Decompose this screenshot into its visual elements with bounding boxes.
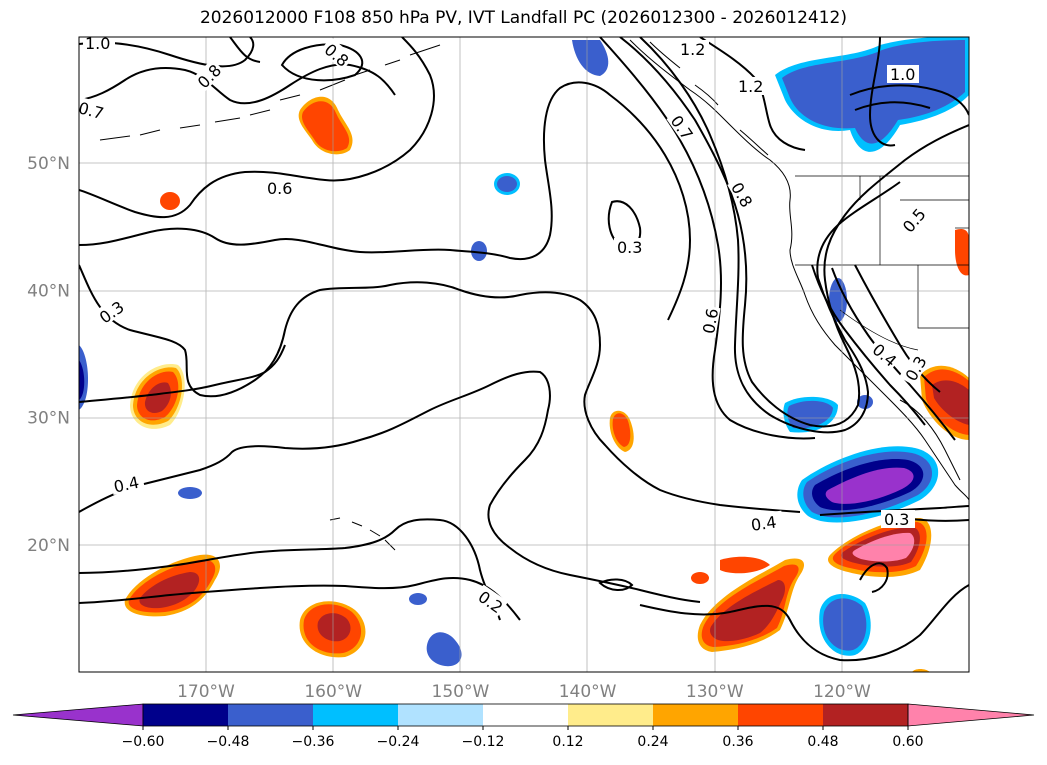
- svg-text:1.2: 1.2: [738, 77, 763, 96]
- latitude-tick-label: 50°N: [27, 154, 70, 174]
- colorbar-segment: [823, 704, 908, 726]
- contour-label: 0.3: [614, 238, 648, 257]
- positive-blob-sw: [124, 554, 220, 617]
- colorbar-segment: [228, 704, 313, 726]
- colorbar-extend-low: [12, 703, 144, 727]
- negative-blob-strong: [797, 446, 939, 523]
- latitude-tick-label: 30°N: [27, 409, 70, 429]
- colorbar-tick-label: 0.12: [552, 734, 583, 750]
- svg-text:0.3: 0.3: [617, 238, 642, 257]
- latitude-tick-label: 20°N: [27, 536, 70, 556]
- negative-blob: [178, 487, 202, 499]
- svg-text:1.0: 1.0: [85, 34, 110, 53]
- positive-blob: [691, 572, 709, 584]
- positive-blob: [160, 192, 180, 210]
- svg-text:1.2: 1.2: [680, 40, 705, 59]
- svg-text:0.6: 0.6: [699, 307, 722, 335]
- longitude-tick-label: 170°W: [177, 682, 235, 702]
- svg-text:0.4: 0.4: [750, 513, 778, 535]
- colorbar-extend-high: [907, 703, 1035, 727]
- colorbar-segment: [483, 704, 568, 726]
- contour-label: 0.6: [697, 305, 722, 338]
- colorbar-tick-label: −0.24: [377, 734, 420, 750]
- colorbar-segment: [568, 704, 653, 726]
- pv-shading: [79, 37, 969, 672]
- political-borders: [795, 175, 969, 351]
- colorbar-tick-label: −0.12: [462, 734, 505, 750]
- colorbar-segment: [398, 704, 483, 726]
- colorbar-frame: [142, 703, 909, 727]
- contour-label: 1.2: [735, 77, 767, 96]
- svg-text:0.6: 0.6: [267, 179, 292, 198]
- colorbar-tick-label: 0.36: [722, 734, 753, 750]
- colorbar-segment: [653, 704, 738, 726]
- longitude-tick-label: 150°W: [432, 682, 490, 702]
- contour-label: 1.0: [887, 65, 919, 84]
- pv-contours: [79, 37, 969, 662]
- svg-text:0.4: 0.4: [112, 473, 141, 497]
- map-title: 2026012000 F108 850 hPa PV, IVT Landfall…: [199, 8, 847, 28]
- contour-labels: 1.0 0.8 0.8 0.7 1.2 1.2 1.0 0.7 0.6 0.8 …: [79, 34, 931, 617]
- contour-label: 0.4: [747, 510, 784, 535]
- colorbar-tick-label: −0.36: [292, 734, 335, 750]
- map-frame: [78, 36, 970, 673]
- contour-label: 0.4: [109, 470, 145, 497]
- positive-blob: [720, 556, 770, 574]
- svg-text:0.3: 0.3: [884, 510, 909, 529]
- latitude-tick-label: 40°N: [27, 281, 70, 301]
- contour-label: 1.0: [83, 34, 115, 53]
- negative-blob: [426, 632, 462, 667]
- colorbar-tick-label: 0.60: [892, 734, 923, 750]
- contour-label: 0.3: [881, 510, 915, 529]
- contour-label: 1.2: [677, 40, 709, 59]
- positive-blob-south: [697, 558, 805, 652]
- colorbar-tick-label: −0.48: [207, 734, 250, 750]
- colorbar: −0.60 −0.48 −0.36 −0.24 −0.12 0.12 0.24 0.36 0.4…: [12, 703, 1035, 750]
- svg-text:1.0: 1.0: [890, 65, 915, 84]
- longitude-tick-label: 120°W: [813, 682, 871, 702]
- negative-blob: [409, 593, 427, 605]
- positive-blob-large: [130, 364, 185, 429]
- longitude-tick-label: 130°W: [686, 682, 744, 702]
- contour-label: 0.6: [263, 179, 297, 198]
- map-background: [79, 37, 969, 672]
- longitude-tick-label: 140°W: [559, 682, 617, 702]
- colorbar-tick-label: 0.24: [637, 734, 668, 750]
- colorbar-tick-label: −0.60: [122, 734, 165, 750]
- positive-blob-pink: [828, 518, 932, 577]
- colorbar-segment: [143, 704, 228, 726]
- longitude-labels: 170°W 160°W 150°W 140°W 130°W 120°W: [177, 682, 871, 702]
- longitude-tick-label: 160°W: [304, 682, 362, 702]
- colorbar-segment: [313, 704, 398, 726]
- coastlines: [99, 39, 969, 551]
- colorbar-tick-label: 0.48: [807, 734, 838, 750]
- negative-blob: [471, 241, 487, 261]
- positive-blob: [955, 229, 969, 276]
- negative-blob: [572, 40, 609, 76]
- colorbar-segment: [738, 704, 823, 726]
- latitude-labels: 50°N 40°N 30°N 20°N: [27, 154, 70, 556]
- negative-blob: [857, 395, 873, 409]
